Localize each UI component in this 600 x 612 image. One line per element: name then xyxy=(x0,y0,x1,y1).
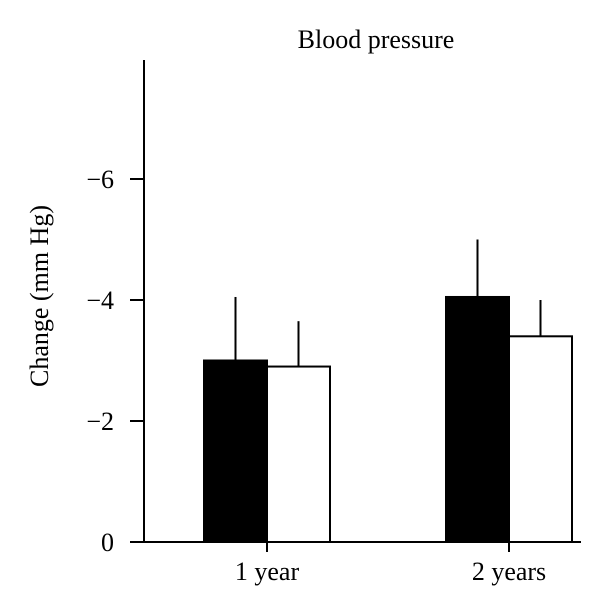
x-tick-label: 1 year xyxy=(235,557,300,586)
bar xyxy=(445,295,510,543)
bar xyxy=(203,359,268,543)
bar xyxy=(508,335,573,543)
plot-area: 0 −2 −4 −6 1 year 2 years xyxy=(86,60,581,586)
y-tick-label: −6 xyxy=(86,165,114,194)
y-axis-label: Change (mm Hg) xyxy=(25,205,54,387)
y-tick-label: −2 xyxy=(86,407,114,436)
y-tick-label: 0 xyxy=(101,528,114,557)
y-tick-label: −4 xyxy=(86,286,114,315)
chart-title: Blood pressure xyxy=(298,25,455,54)
x-tick-label: 2 years xyxy=(472,557,546,586)
bar xyxy=(266,365,331,543)
